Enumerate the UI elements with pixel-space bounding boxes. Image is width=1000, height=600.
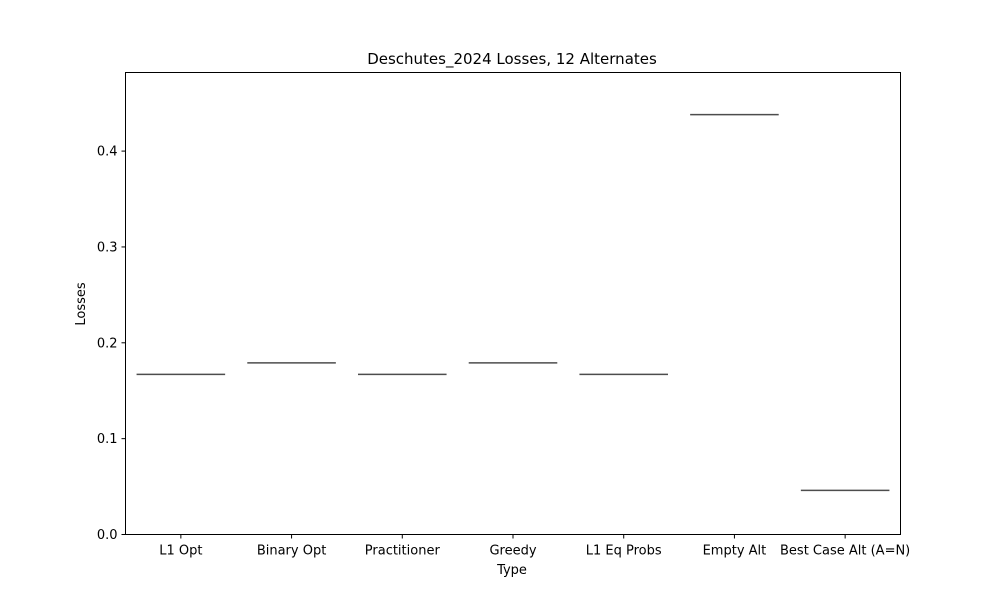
x-tick-label: Best Case Alt (A=N) [780, 544, 910, 559]
x-tick-label: Binary Opt [257, 544, 327, 559]
y-axis: 0.0 0.1 0.2 0.3 0.4 [97, 145, 126, 543]
y-axis-label: Losses [74, 282, 89, 326]
x-tick-label: Practitioner [365, 544, 441, 559]
y-tick-label: 0.0 [97, 528, 118, 543]
chart-title: Deschutes_2024 Losses, 12 Alternates [367, 50, 657, 69]
y-tick-label: 0.2 [97, 336, 118, 351]
plot-frame [125, 72, 901, 535]
y-tick-label: 0.3 [97, 240, 118, 255]
x-tick-label: L1 Eq Probs [586, 544, 662, 559]
y-tick-label: 0.4 [97, 145, 118, 160]
x-tick-label: L1 Opt [159, 544, 202, 559]
x-axis-label: Type [496, 563, 527, 578]
data-marks [136, 113, 890, 492]
x-tick-label: Empty Alt [703, 544, 767, 559]
x-axis: L1 Opt Binary Opt Practitioner Greedy L1 Eq … [159, 534, 910, 559]
y-tick-label: 0.1 [97, 432, 118, 447]
x-tick-label: Greedy [489, 544, 536, 559]
